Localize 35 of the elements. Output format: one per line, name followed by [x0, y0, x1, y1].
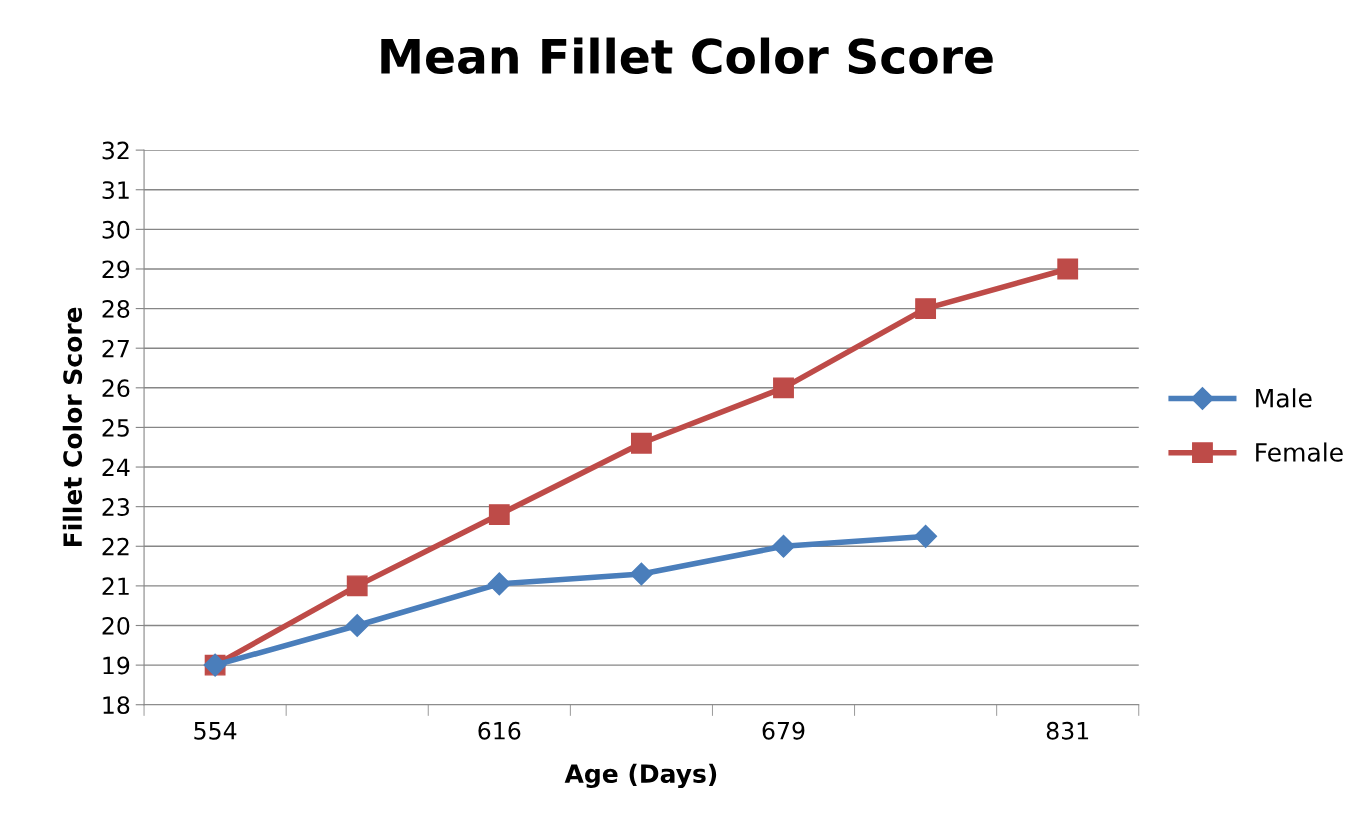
point: [487, 572, 511, 596]
point: [630, 432, 652, 454]
legend-label: Female: [1256, 442, 1343, 462]
y-tick-label: 22: [102, 537, 129, 556]
point: [345, 614, 369, 637]
x-tick-label: 554: [194, 722, 237, 740]
x-axis-title: Age (Days): [564, 763, 717, 789]
y-tick-label: 18: [103, 696, 130, 715]
y-tick-label: 31: [102, 181, 129, 200]
y-tick-label: 20: [102, 616, 130, 635]
point: [488, 504, 510, 525]
x-tick-label: 831: [1046, 721, 1089, 740]
y-tick-label: 30: [102, 220, 130, 239]
y-tick-label: 25: [102, 418, 129, 437]
y-tick-label: 24: [102, 458, 130, 477]
x-tick-label: 616: [478, 721, 521, 740]
y-tick-label: 32: [102, 141, 129, 160]
point: [629, 562, 653, 586]
y-tick-label: 29: [102, 260, 130, 279]
point: [915, 298, 937, 319]
x-tick-label: 679: [762, 721, 805, 740]
point: [914, 524, 938, 548]
y-axis-title: Fillet Color Score: [62, 307, 83, 547]
chart-title: Mean Fillet Color Score: [381, 37, 993, 75]
y-tick-label: 26: [102, 379, 130, 398]
point: [772, 534, 796, 558]
point: [1057, 258, 1079, 280]
y-tick-label: 21: [102, 577, 129, 595]
point: [773, 377, 794, 399]
point: [346, 575, 368, 597]
y-tick-label: 27: [102, 339, 129, 358]
y-tick-label: 19: [103, 656, 130, 675]
y-tick-label: 23: [102, 498, 129, 516]
y-tick-label: 28: [102, 300, 130, 318]
legend-label: Male: [1256, 388, 1312, 408]
